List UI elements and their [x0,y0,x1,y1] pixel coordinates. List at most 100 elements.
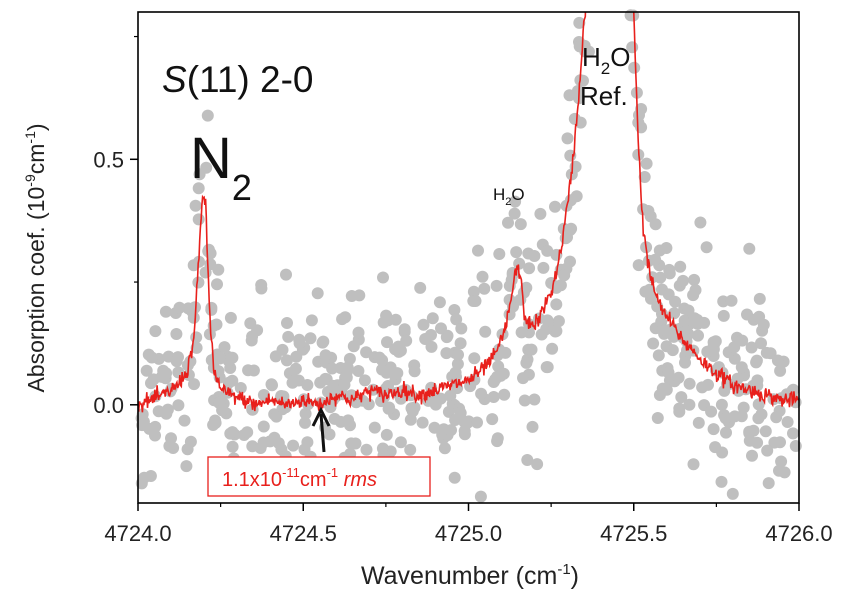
data-point [376,363,389,376]
data-point [404,413,417,426]
data-point [514,293,527,306]
data-point [452,348,464,361]
data-point [628,61,641,74]
data-point [717,309,730,322]
data-point [508,207,521,220]
data-point [140,364,153,377]
data-point [449,366,462,379]
spectrum-line [138,12,799,414]
data-point [202,245,215,258]
data-point [668,307,681,320]
data-point [255,279,268,291]
data-point [305,314,318,327]
data-point [434,392,447,405]
data-point [358,374,371,387]
data-point [345,437,358,450]
data-point [414,281,427,294]
data-point [193,168,206,181]
data-point [144,470,157,482]
data-point [455,322,468,335]
data-point [311,287,324,300]
data-point [287,439,300,452]
data-point [550,325,563,337]
data-point [787,427,799,440]
data-point [282,330,295,343]
x-tick-label: 4724.0 [104,521,171,546]
data-point [757,318,770,331]
data-point [280,354,293,367]
data-point [435,322,447,335]
data-point [683,377,696,390]
data-point [781,416,794,428]
data-point [537,261,550,274]
data-point [289,362,302,375]
data-point [382,402,395,415]
data-point [735,361,748,374]
data-point [199,266,212,279]
data-point [666,344,679,357]
x-tick-label: 4725.5 [600,521,667,546]
data-point [759,425,772,438]
data-point [549,200,561,213]
data-point [546,342,559,355]
data-point [299,407,312,420]
data-point [147,373,160,386]
data-point [269,350,282,363]
data-point [673,405,686,418]
data-point [408,365,421,378]
rms-annotation-text: 1.1x10-11cm-1 rms [222,465,377,491]
data-point [290,350,303,363]
data-point [404,443,417,456]
data-point [417,318,430,331]
data-point [558,269,571,282]
data-point [478,282,491,295]
data-point [652,349,665,362]
data-point [651,412,664,424]
h2o-ref-annotation: H2O [582,42,630,78]
data-point [352,365,365,377]
data-point [750,354,763,367]
data-point [720,426,732,439]
data-point [234,382,247,394]
data-point [162,350,175,363]
data-point [761,444,774,457]
data-point [380,309,393,322]
data-point [142,348,155,361]
data-point [251,324,264,337]
y-axis-ticks: 0.0 0.5 [93,35,138,418]
data-point [136,408,149,421]
data-point [677,274,689,287]
data-point [437,423,450,436]
data-point [216,404,229,417]
spectrum-line-series [138,12,799,414]
data-point [490,279,503,292]
data-point [149,325,162,338]
data-point [419,333,432,345]
data-point [518,394,531,407]
data-point [203,328,216,341]
data-point [692,329,704,342]
data-point [281,317,293,329]
data-point [774,364,787,377]
data-point [373,351,386,364]
data-point [746,449,758,462]
data-point [254,442,267,454]
data-point [391,367,404,380]
data-point [319,349,332,362]
data-point [448,304,461,316]
data-point [741,308,753,321]
data-point [160,367,173,380]
data-point [517,372,529,385]
data-point [475,387,488,400]
h2o-small-annotation: H2O [493,185,525,208]
data-point [687,458,700,471]
x-axis-ticks: 4724.0 4724.5 4725.0 4725.5 4726.0 [104,503,833,546]
data-point [458,425,471,437]
data-point [718,384,731,397]
data-point [675,391,688,404]
data-point [476,270,489,283]
data-point [768,436,781,449]
data-point [188,302,201,315]
data-point [226,426,239,439]
data-point [241,426,254,439]
